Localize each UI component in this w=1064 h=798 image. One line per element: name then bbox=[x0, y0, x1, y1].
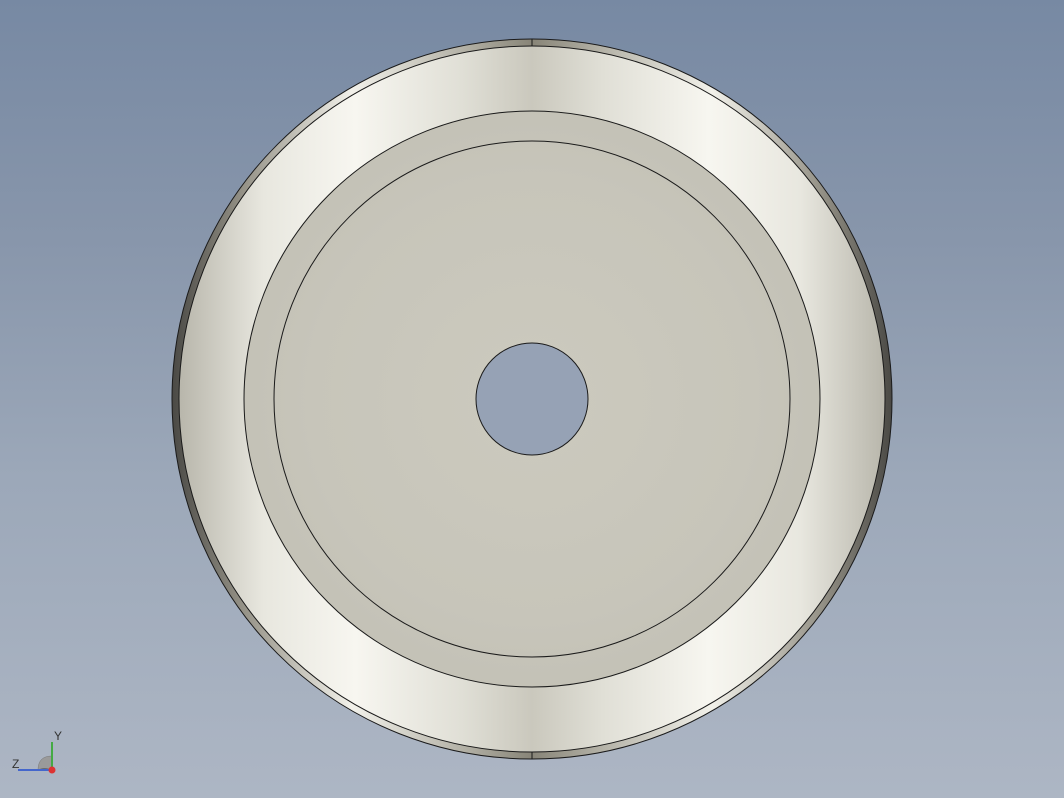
z-axis-label: Z bbox=[12, 757, 19, 771]
cad-viewport[interactable]: Y Z bbox=[0, 0, 1064, 798]
y-axis-label: Y bbox=[54, 729, 62, 743]
cad-model-disc[interactable] bbox=[162, 29, 902, 769]
x-axis-endpoint bbox=[49, 767, 56, 774]
disc-center-hole bbox=[476, 343, 588, 455]
axis-indicator[interactable]: Y Z bbox=[12, 726, 72, 786]
